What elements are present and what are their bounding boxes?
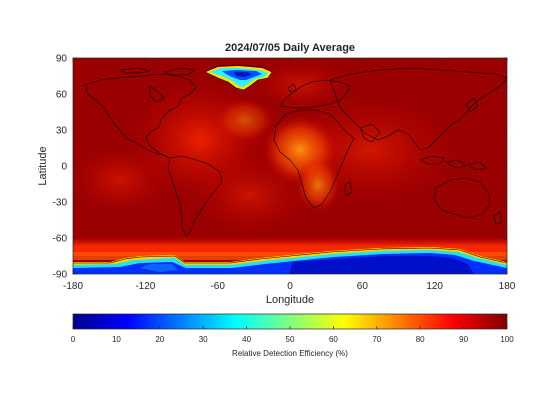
colorbar-tick-label: 70: [372, 335, 381, 344]
colorbar-tick-label: 80: [416, 335, 425, 344]
colorbar-tick-label: 10: [112, 335, 121, 344]
map-title: 2024/07/05 Daily Average: [225, 42, 355, 54]
colorbar-tick-label: 40: [242, 335, 251, 344]
x-tick-label: -120: [135, 281, 155, 292]
x-axis-label: Longitude: [266, 294, 314, 306]
y-axis-label: Latitude: [37, 146, 49, 185]
efficiency-field: [73, 60, 507, 274]
colorbar-tick-label: 30: [199, 335, 208, 344]
colorbar-tick-label: 0: [71, 335, 76, 344]
colorbar-tick-label: 60: [329, 335, 338, 344]
colorbar-tick-label: 20: [155, 335, 164, 344]
colorbar-ticks: 0 10 20 30 40 50 60 70 80 90 100: [71, 326, 514, 344]
y-tick-label: 0: [61, 162, 67, 173]
x-tick-label: -60: [210, 281, 225, 292]
y-tick-label: -90: [53, 270, 68, 281]
coastlines: [73, 64, 507, 264]
x-tick-label: 0: [287, 281, 293, 292]
x-tick-label: 60: [357, 281, 369, 292]
x-axis-ticks: -180 -120 -60 0 60 120 180: [63, 58, 516, 292]
x-tick-label: 120: [426, 281, 443, 292]
x-tick-label: 180: [499, 281, 516, 292]
y-tick-label: 60: [56, 90, 68, 101]
y-tick-label: 30: [56, 126, 68, 137]
colorbar-tick-label: 100: [500, 335, 514, 344]
x-tick-label: -180: [63, 281, 83, 292]
colorbar-label: Relative Detection Efficiency (%): [232, 349, 348, 358]
map-plot-area: [73, 58, 507, 274]
y-tick-label: -30: [53, 198, 68, 209]
colorbar-tick-label: 50: [286, 335, 295, 344]
y-axis-ticks: 90 60 30 0 -30 -60 -90: [53, 54, 507, 281]
y-tick-label: -60: [53, 234, 68, 245]
y-tick-label: 90: [56, 54, 68, 65]
colorbar-tick-label: 90: [459, 335, 468, 344]
